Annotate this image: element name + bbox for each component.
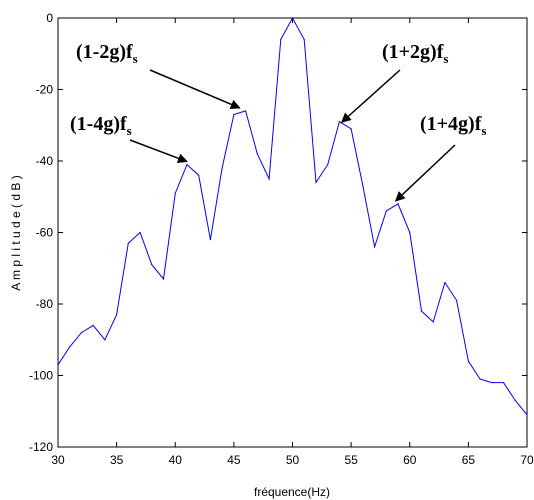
x-tick-label: 40 [169,453,183,467]
data-point [221,167,223,169]
data-point [385,210,387,212]
data-point [291,17,294,19]
data-point [92,324,94,327]
annotation-arrow [341,69,401,123]
x-tick-label: 35 [110,453,124,467]
y-tick-label: -120 [29,440,53,454]
annotation-label: (1+4g)fs [420,113,486,138]
annotation-subscript: s [133,51,138,66]
y-tick-label: -40 [36,154,54,168]
data-point [186,163,188,166]
y-tick-label: -20 [36,83,54,97]
x-tick-label: 45 [227,453,241,467]
annotation-subscript: s [443,51,448,66]
annotation-text: (1-4g)f [70,113,127,135]
data-point [502,382,505,384]
data-point [57,364,59,366]
annotation-arrow [129,139,188,164]
data-point [209,239,212,241]
y-tick-label: -60 [36,226,54,240]
data-point [467,360,469,362]
data-point [397,203,399,205]
annotation-arrow [149,69,241,110]
x-tick-label: 65 [462,453,476,467]
data-point [256,153,258,155]
y-tick-label: -100 [29,369,53,383]
y-tick-label: -80 [36,297,54,311]
data-point [315,181,317,184]
data-point [162,278,165,280]
data-point [526,414,528,416]
data-point [514,399,516,402]
data-point [268,178,270,180]
data-point [338,121,340,123]
data-point [280,38,282,41]
data-point [420,310,423,312]
annotation-arrow [394,144,456,202]
annotation-label: (1-4g)fs [70,113,132,138]
x-tick-label: 30 [51,453,65,467]
annotation-label: (1+2g)fs [382,41,448,66]
x-tick-label: 70 [520,453,534,467]
data-point [174,192,176,194]
data-point [104,339,106,341]
x-axis-label: fréquence(Hz) [254,485,330,499]
annotation-text: (1-2g)f [76,41,133,63]
x-tick-label: 60 [403,453,417,467]
data-point [373,246,376,248]
data-point [327,163,329,166]
annotation-label: (1-2g)fs [76,41,138,66]
data-point [127,242,129,244]
annotation-subscript: s [481,123,486,138]
series-line-0 [57,16,528,416]
annotation-subscript: s [127,123,132,138]
data-point [362,185,364,187]
data-point [198,174,200,176]
y-axis-label: A m p l i t u d e ( d B ) [9,175,23,290]
annotation-text: (1+2g)f [382,41,444,63]
data-point [456,299,458,302]
data-point [245,110,247,112]
data-point [432,321,434,323]
data-point [80,332,83,334]
data-point [479,378,481,380]
data-point [303,38,305,41]
data-point [139,231,141,234]
x-tick-label: 55 [344,453,358,467]
data-point [233,113,235,116]
data-point [409,231,411,234]
data-point [151,264,153,266]
x-tick-label: 50 [286,453,300,467]
data-point [491,382,493,384]
data-point [444,281,446,284]
data-point [350,128,352,130]
data-point [116,314,118,316]
y-tick-label: 0 [46,11,53,25]
data-point [69,346,71,348]
annotation-text: (1+4g)f [420,113,482,135]
plot-frame [57,17,528,448]
